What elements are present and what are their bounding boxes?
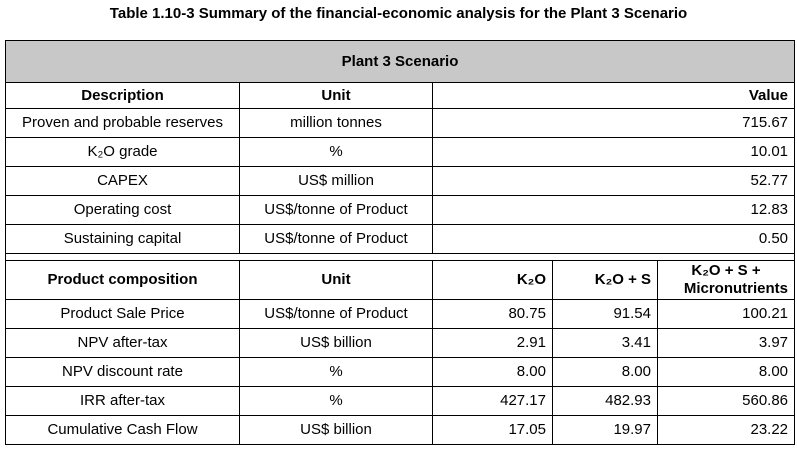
section1-header-row: Description Unit Value bbox=[5, 82, 796, 109]
unit-header: Unit bbox=[239, 260, 433, 300]
composition-cell: Product Sale Price bbox=[5, 299, 240, 329]
value-cell: 0.50 bbox=[431, 224, 796, 254]
k2o-cell: 80.75 bbox=[432, 299, 553, 329]
value-cell: 715.67 bbox=[431, 108, 796, 138]
unit-cell: % bbox=[239, 137, 433, 167]
value-cell: 52.77 bbox=[431, 166, 796, 196]
composition-cell: IRR after-tax bbox=[5, 386, 240, 416]
description-header: Description bbox=[5, 82, 240, 109]
composition-cell: NPV discount rate bbox=[5, 357, 240, 387]
k2o-s-cell: 91.54 bbox=[552, 299, 658, 329]
scenario-band: Plant 3 Scenario bbox=[4, 40, 796, 83]
description-cell: K₂O grade bbox=[5, 137, 240, 167]
composition-cell: NPV after-tax bbox=[5, 328, 240, 358]
unit-cell: US$ million bbox=[239, 166, 433, 196]
table-row: CAPEX US$ million 52.77 bbox=[5, 166, 796, 196]
table-row: NPV after-tax US$ billion 2.91 3.41 3.97 bbox=[5, 328, 796, 358]
table-row: K₂O grade % 10.01 bbox=[5, 137, 796, 167]
k2o-s-micro-cell: 3.97 bbox=[656, 328, 796, 358]
k2o-cell: 17.05 bbox=[432, 415, 553, 445]
separator-cell bbox=[4, 253, 796, 261]
unit-cell: US$/tonne of Product bbox=[239, 195, 433, 225]
table-row: Operating cost US$/tonne of Product 12.8… bbox=[5, 195, 796, 225]
unit-cell: US$ billion bbox=[239, 415, 433, 445]
table-row: Cumulative Cash Flow US$ billion 17.05 1… bbox=[5, 415, 796, 445]
description-cell: Sustaining capital bbox=[5, 224, 240, 254]
table-row: Product Sale Price US$/tonne of Product … bbox=[5, 299, 796, 329]
section-separator bbox=[4, 253, 796, 261]
scenario-title: Plant 3 Scenario bbox=[4, 40, 796, 83]
table-caption: Table 1.10-3 Summary of the financial-ec… bbox=[109, 5, 688, 22]
table-row: IRR after-tax % 427.17 482.93 560.86 bbox=[5, 386, 796, 416]
table-row: Sustaining capital US$/tonne of Product … bbox=[5, 224, 796, 254]
k2o-s-cell: 482.93 bbox=[552, 386, 658, 416]
section2-header-row: Product composition Unit K₂O K₂O + S K₂O… bbox=[5, 260, 796, 300]
k2o-cell: 427.17 bbox=[432, 386, 553, 416]
description-cell: Operating cost bbox=[5, 195, 240, 225]
k2o-s-micro-header-line1: K₂O + S + bbox=[691, 262, 761, 279]
unit-cell: million tonnes bbox=[239, 108, 433, 138]
unit-cell: % bbox=[239, 357, 433, 387]
description-cell: Proven and probable reserves bbox=[5, 108, 240, 138]
composition-cell: Cumulative Cash Flow bbox=[5, 415, 240, 445]
k2o-s-cell: 19.97 bbox=[552, 415, 658, 445]
unit-cell: US$ billion bbox=[239, 328, 433, 358]
k2o-s-micro-cell: 560.86 bbox=[656, 386, 796, 416]
unit-header: Unit bbox=[239, 82, 433, 109]
k2o-s-cell: 8.00 bbox=[552, 357, 658, 387]
unit-cell: US$/tonne of Product bbox=[239, 224, 433, 254]
empty-header-cell bbox=[432, 82, 553, 109]
k2o-s-micro-cell: 8.00 bbox=[656, 357, 796, 387]
value-cell: 10.01 bbox=[431, 137, 796, 167]
k2o-header: K₂O bbox=[432, 260, 553, 300]
k2o-s-micro-cell: 23.22 bbox=[656, 415, 796, 445]
value-header: Value bbox=[552, 82, 796, 109]
description-cell: CAPEX bbox=[5, 166, 240, 196]
k2o-s-cell: 3.41 bbox=[552, 328, 658, 358]
k2o-cell: 2.91 bbox=[432, 328, 553, 358]
financial-summary-table: Plant 3 Scenario Description Unit Value … bbox=[4, 40, 796, 445]
k2o-s-micro-header: K₂O + S + Micronutrients bbox=[656, 260, 796, 300]
k2o-s-header: K₂O + S bbox=[552, 260, 658, 300]
value-cell: 12.83 bbox=[431, 195, 796, 225]
unit-cell: US$/tonne of Product bbox=[239, 299, 433, 329]
k2o-s-micro-header-line2: Micronutrients bbox=[683, 280, 789, 297]
k2o-s-micro-cell: 100.21 bbox=[656, 299, 796, 329]
composition-header: Product composition bbox=[5, 260, 240, 300]
table-row: Proven and probable reserves million ton… bbox=[5, 108, 796, 138]
unit-cell: % bbox=[239, 386, 433, 416]
k2o-cell: 8.00 bbox=[432, 357, 553, 387]
table-row: NPV discount rate % 8.00 8.00 8.00 bbox=[5, 357, 796, 387]
